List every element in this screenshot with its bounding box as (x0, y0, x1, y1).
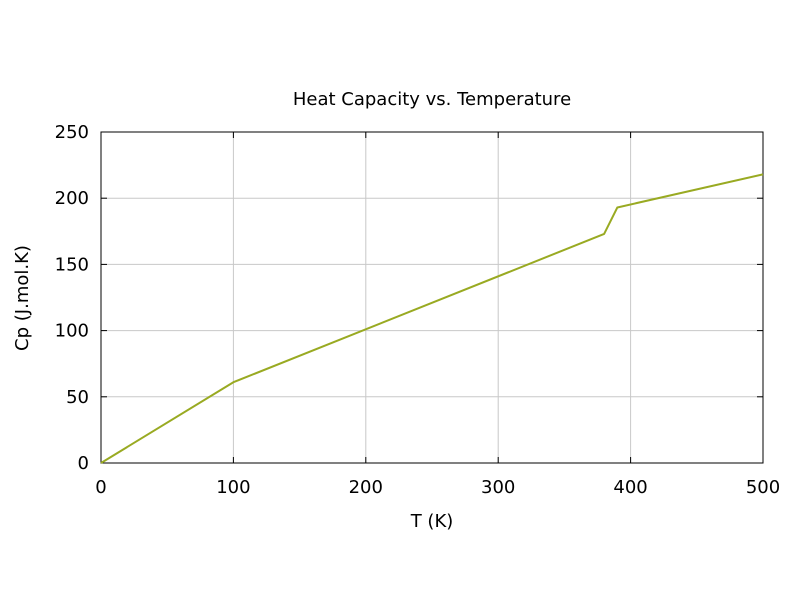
tick-labels: 0 100 200 300 400 500 0 50 100 150 200 250 (55, 122, 781, 498)
y-tick-label: 150 (55, 254, 89, 275)
x-tick-label: 100 (216, 477, 250, 498)
series-layer (100, 173, 764, 464)
y-axis-label: Cp (J.mol.K) (12, 245, 33, 351)
x-tick-label: 500 (746, 477, 780, 498)
series-line-cp (100, 173, 764, 464)
grid (101, 132, 763, 463)
plot-area-border (100, 131, 764, 464)
chart-title: Heat Capacity vs. Temperature (293, 89, 571, 110)
x-tick-label: 300 (481, 477, 515, 498)
x-tick-label: 400 (613, 477, 647, 498)
y-tick-label: 100 (55, 321, 89, 342)
y-tick-label: 250 (55, 122, 89, 143)
x-axis-label: T (K) (410, 511, 454, 532)
y-tick-label: 200 (55, 188, 89, 209)
x-tick-label: 200 (349, 477, 383, 498)
x-tick-label: 0 (95, 477, 106, 498)
tick-marks (100, 131, 764, 464)
y-tick-label: 50 (66, 387, 89, 408)
y-tick-label: 0 (78, 453, 89, 474)
